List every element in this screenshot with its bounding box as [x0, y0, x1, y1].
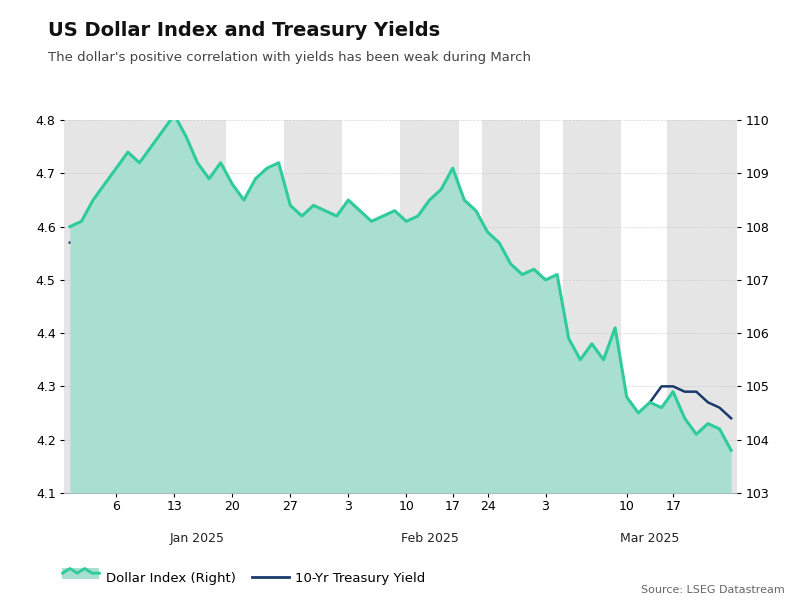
- Bar: [284, 120, 343, 493]
- Text: The dollar's positive correlation with yields has been weak during March: The dollar's positive correlation with y…: [48, 51, 531, 64]
- Bar: [168, 120, 227, 493]
- Bar: [64, 120, 168, 493]
- Legend: Dollar Index (Right), 10-Yr Treasury Yield: Dollar Index (Right), 10-Yr Treasury Yie…: [57, 566, 431, 591]
- Text: Mar 2025: Mar 2025: [620, 532, 679, 545]
- Text: Source: LSEG Datastream: Source: LSEG Datastream: [642, 585, 785, 595]
- Text: Feb 2025: Feb 2025: [400, 532, 458, 545]
- Bar: [563, 120, 621, 493]
- Text: Jan 2025: Jan 2025: [170, 532, 225, 545]
- Bar: [667, 120, 737, 493]
- Text: US Dollar Index and Treasury Yields: US Dollar Index and Treasury Yields: [48, 21, 441, 40]
- Bar: [481, 120, 540, 493]
- Bar: [400, 120, 458, 493]
